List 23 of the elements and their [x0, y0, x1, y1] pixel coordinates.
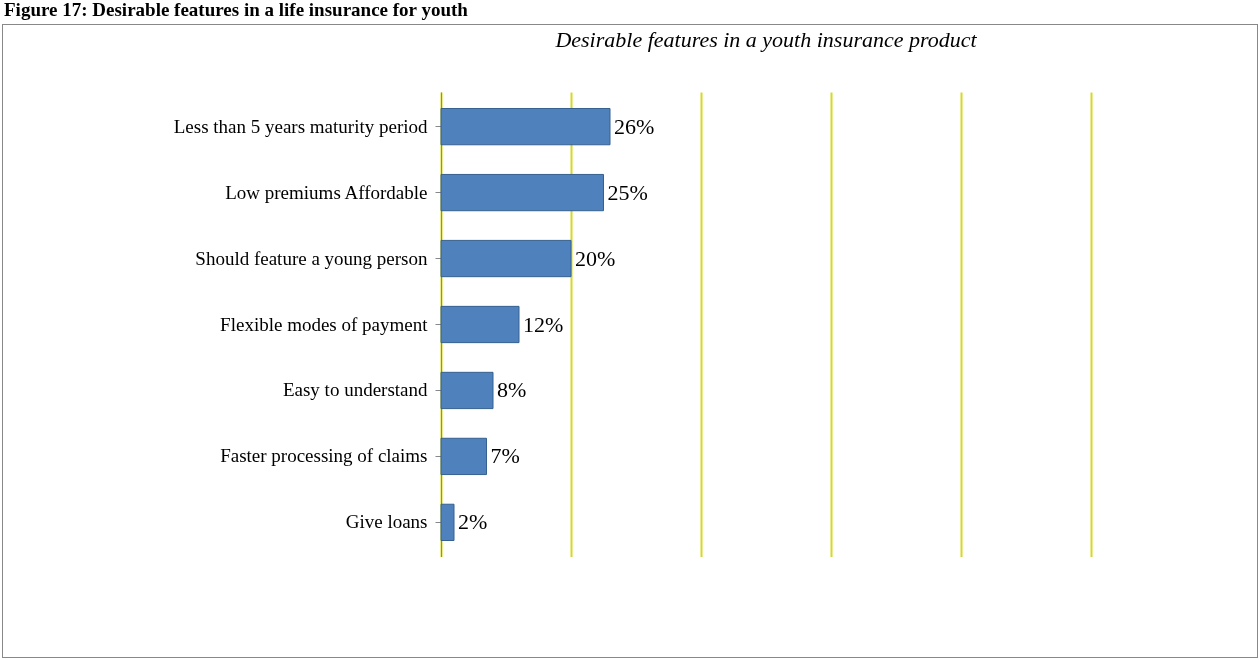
bar — [440, 173, 604, 212]
bar — [440, 503, 455, 542]
bar — [440, 371, 494, 410]
data-label: 20% — [575, 245, 616, 271]
y-tick-label: Should feature a young person — [195, 247, 428, 269]
bar — [440, 437, 487, 476]
data-label: 12% — [523, 311, 564, 337]
data-label: 7% — [490, 443, 520, 469]
text: Figure 17: Desirable features in a life insurance for youth — [4, 0, 468, 20]
bar — [440, 107, 611, 146]
data-label: 26% — [614, 113, 655, 139]
y-tick-label: Easy to understand — [282, 379, 428, 401]
chart-subtitle: Desirable features in a youth insurance product — [554, 27, 978, 52]
bar — [440, 239, 572, 278]
y-tick-label: Give loans — [345, 511, 428, 533]
y-tick-label: Flexible modes of payment — [220, 313, 429, 335]
data-label: 2% — [458, 509, 488, 535]
bar — [440, 305, 520, 344]
y-tick-label: Less than 5 years maturity period — [173, 115, 428, 137]
y-tick-label: Faster processing of claims — [220, 445, 428, 467]
data-label: 25% — [607, 179, 648, 205]
y-tick-label: Low premiums Affordable — [225, 181, 428, 203]
data-label: 8% — [497, 377, 527, 403]
